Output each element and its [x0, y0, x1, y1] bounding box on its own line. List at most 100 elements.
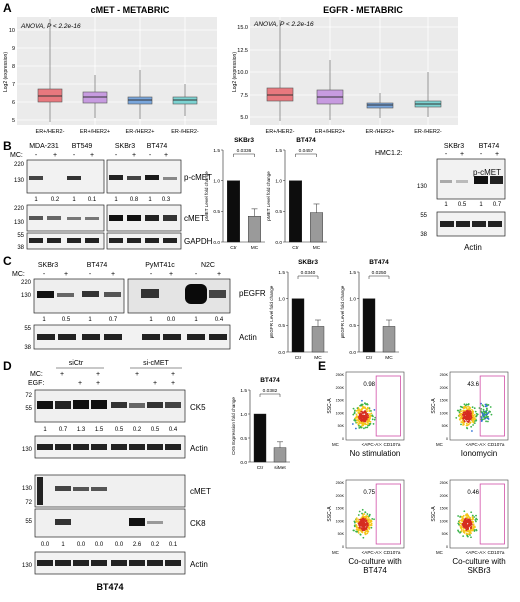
- quant-value: 0.5: [458, 202, 467, 208]
- event-dot: [368, 527, 371, 529]
- p-value-label: 0.0340: [301, 270, 316, 276]
- y-axis-label: SSC-A: [431, 506, 437, 522]
- quant-value: 1: [444, 202, 448, 208]
- flow-plot-caption: BT474: [363, 566, 387, 575]
- y-axis-label: SSC-A: [327, 398, 333, 414]
- mw-marker: 38: [17, 245, 24, 251]
- y-tick-label: 50K: [338, 532, 345, 536]
- event-dot: [360, 410, 363, 413]
- quant-value: 0.5: [115, 427, 124, 433]
- flow-plot-caption: SKBr3: [467, 566, 491, 575]
- event-dot: [459, 408, 462, 411]
- event-dot: [468, 420, 470, 423]
- event-dot: [357, 531, 360, 534]
- event-dot: [360, 416, 362, 419]
- event-dot: [359, 518, 361, 521]
- y-axis-label: pMET Level fold change: [266, 171, 271, 221]
- event-dot: [353, 529, 355, 532]
- event-dot: [458, 415, 461, 417]
- event-dot: [458, 521, 461, 524]
- bar-chart: BT474 0.0 0.5 1.0 1.5 CK5 Expression fold cha…: [231, 377, 290, 471]
- event-dot: [361, 399, 363, 402]
- event-dot: [354, 427, 357, 430]
- plus-sign: +: [217, 271, 221, 278]
- y-tick-label: 0: [446, 437, 448, 441]
- mc-tag: MC: [332, 550, 339, 555]
- event-dot: [361, 408, 363, 411]
- event-dot: [364, 531, 366, 534]
- quant-value: 1: [114, 197, 118, 203]
- y-axis-label: SSC-A: [431, 398, 437, 414]
- event-dot: [364, 416, 367, 419]
- bar-chart-title: BT474: [260, 377, 280, 384]
- band-label: Actin: [190, 560, 208, 569]
- event-dot: [485, 420, 487, 423]
- event-dot: [462, 530, 465, 533]
- event-dot: [471, 410, 474, 413]
- quant-value: 1: [42, 317, 46, 323]
- plus-sign: +: [135, 371, 139, 378]
- event-dot: [467, 423, 470, 426]
- x-category-label: siMet: [274, 465, 286, 471]
- bar-chart: SKBr3 0.0 0.5 1.0 1.5 pMET Level fold change C…: [204, 137, 265, 251]
- y-tick: 9: [12, 46, 15, 52]
- event-dot: [471, 406, 474, 409]
- x-category: ER-/HER2-: [414, 129, 442, 135]
- bar: [382, 326, 396, 353]
- event-dot: [372, 423, 375, 425]
- y-tick: 6: [12, 100, 15, 106]
- event-dot: [361, 522, 364, 525]
- mw-marker: 130: [14, 178, 25, 184]
- event-dot: [468, 415, 471, 418]
- x-category-label: Ctr: [230, 245, 237, 251]
- anova-annotation: ANOVA, P < 2.2e-16: [20, 23, 81, 30]
- significance-bracket: [297, 275, 319, 279]
- flow-plot-caption: Ionomycin: [461, 449, 497, 458]
- event-dot: [461, 523, 464, 526]
- quant-value: 0.2: [151, 542, 160, 548]
- event-dot: [352, 413, 355, 416]
- event-dot: [474, 519, 477, 521]
- flow-plot: 250K 200K 150K 100K 50K 0 SSC-A <APC-A>: CD107a…: [327, 479, 405, 575]
- event-dot: [464, 522, 467, 524]
- y-tick-label: 50K: [442, 532, 449, 536]
- event-dot: [472, 415, 474, 418]
- plus-sign: +: [153, 380, 157, 387]
- plus-sign: +: [132, 152, 136, 159]
- event-dot: [357, 408, 360, 411]
- event-dot: [365, 408, 368, 411]
- plus-sign: +: [90, 152, 94, 159]
- event-dot: [370, 524, 372, 527]
- plot-background: [250, 17, 458, 125]
- bar: [291, 298, 305, 353]
- quant-value: 1: [72, 197, 76, 203]
- event-dot: [363, 524, 366, 527]
- bar: [226, 180, 240, 243]
- quant-value: 0.4: [169, 427, 178, 433]
- gate-percentage: 0.75: [363, 490, 375, 496]
- blot-ck5: [34, 389, 186, 423]
- event-dot: [465, 406, 468, 409]
- event-dot: [467, 413, 470, 416]
- y-tick-label: 250K: [440, 481, 449, 485]
- boxplot-cmet: cMET - METABRIC ANOVA, P < 2.2e-16 5 6 7…: [3, 5, 217, 135]
- event-dot: [471, 412, 474, 415]
- panel-b-letter: B: [3, 139, 12, 153]
- panel-c-letter: C: [3, 254, 12, 268]
- event-dot: [360, 519, 363, 521]
- y-tick-label: 150K: [336, 399, 345, 403]
- event-dot: [463, 510, 466, 513]
- quant-value: 1: [61, 542, 65, 548]
- quant-value: 0.5: [151, 427, 160, 433]
- plus-sign: +: [171, 371, 175, 378]
- bar-chart-title: BT474: [369, 259, 389, 266]
- event-dot: [466, 514, 469, 517]
- event-dot: [358, 420, 360, 423]
- event-dot: [367, 424, 369, 427]
- event-dot: [368, 513, 371, 516]
- cell-line-label: BT549: [72, 143, 93, 150]
- event-dot: [473, 529, 476, 531]
- event-dot: [460, 423, 462, 426]
- quant-value: 0.3: [162, 197, 171, 203]
- event-dot: [361, 527, 364, 529]
